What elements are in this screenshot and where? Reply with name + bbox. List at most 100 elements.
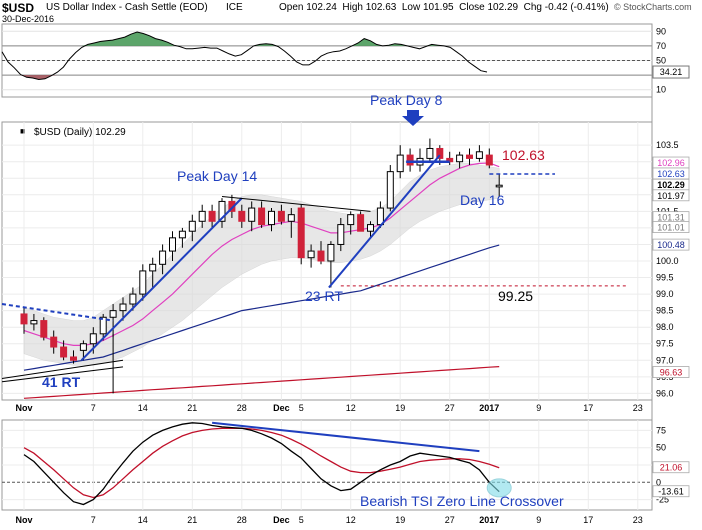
tsi-x-tick-label: 19 — [395, 515, 405, 525]
price-x-tick-label: 2017 — [479, 403, 499, 413]
candle-body — [347, 214, 355, 226]
price-value-box — [652, 238, 690, 251]
osc-tick-label: 70 — [656, 41, 666, 51]
price-tick-label: 99.0 — [656, 289, 674, 299]
candle-body — [20, 313, 28, 325]
candle-body — [119, 303, 127, 312]
candle-body — [139, 270, 147, 295]
candle-body — [307, 250, 315, 259]
price-value-label: 100.48 — [657, 240, 685, 250]
tsi-value-label: -13.61 — [658, 487, 684, 497]
tsi-x-tick-label: 5 — [299, 515, 304, 525]
tsi-x-tick-label: Nov — [15, 515, 32, 525]
price-x-tick-label: 17 — [583, 403, 593, 413]
tsi-x-tick-label: 28 — [237, 515, 247, 525]
candle-body — [60, 346, 68, 358]
candle-body — [466, 154, 473, 159]
candle-body — [287, 214, 295, 222]
ma-long-line — [23, 366, 500, 399]
tsi-x-tick-label: 21 — [187, 515, 197, 525]
candle-body — [218, 200, 226, 222]
instrument-name: US Dollar Index - Cash Settle (EOD) — [46, 2, 208, 13]
price-x-tick-label: 23 — [633, 403, 643, 413]
price-x-tick-label: 19 — [395, 403, 405, 413]
price-tick-label: 103.5 — [656, 140, 679, 150]
candle-body — [248, 207, 256, 222]
candle-body — [475, 151, 483, 159]
tsi-tick-label: 75 — [656, 425, 666, 435]
candle-body — [258, 207, 266, 226]
tsi-value-box — [652, 485, 690, 498]
tsi-tick-label: 0 — [656, 477, 661, 487]
lower-channel-line-a — [1, 359, 124, 379]
tsi-tick-label: 50 — [656, 443, 666, 453]
candle-body — [436, 147, 444, 159]
chart-header: $USD US Dollar Index - Cash Settle (EOD)… — [0, 0, 702, 24]
candle-body — [426, 147, 434, 159]
candle-body — [406, 154, 414, 166]
price-x-tick-label: 9 — [536, 403, 541, 413]
price-value-label: 101.31 — [657, 213, 685, 223]
price-tick-label: 98.0 — [656, 322, 674, 332]
ohlc-summary: Open 102.24 High 102.63 Low 101.95 Close… — [279, 2, 609, 13]
tsi-x-tick-label: 27 — [445, 515, 455, 525]
candle-body — [169, 237, 176, 252]
resistance-dashed-trendline — [1, 303, 114, 322]
day-16-label: Day 16 — [460, 192, 505, 208]
candle-body — [40, 320, 48, 338]
tsi-annotation-label: Bearish TSI Zero Line Crossover — [360, 493, 564, 509]
peak-day-8-label: Peak Day 8 — [370, 92, 443, 108]
candle-body — [79, 343, 87, 351]
tsi-x-tick-label: 2017 — [479, 515, 499, 525]
price-tick-label: 100.0 — [656, 256, 679, 266]
peak-day-14-label: Peak Day 14 — [177, 168, 257, 184]
candle-body — [238, 210, 246, 222]
candle-body — [99, 316, 107, 335]
price-value-label: 101.97 — [657, 191, 685, 201]
price-x-tick-label: Dec — [273, 403, 290, 413]
lower-channel-line-b — [1, 366, 124, 383]
level-102-63-label: 102.63 — [502, 147, 545, 163]
candle-body — [198, 210, 206, 222]
price-panel-title: $USD (Daily) 102.29 — [34, 127, 126, 138]
osc-value-box — [652, 65, 690, 79]
candle-body — [495, 184, 503, 188]
tsi-value-label: 21.06 — [660, 463, 683, 473]
watermark: © StockCharts.com — [614, 2, 692, 12]
tsi-x-tick-label: 12 — [346, 515, 356, 525]
candle-body — [337, 224, 345, 245]
price-tick-label: 99.5 — [656, 273, 674, 283]
candle-body — [208, 210, 216, 222]
candle-body — [456, 154, 464, 163]
price-x-tick-label: 14 — [138, 403, 148, 413]
candle-body — [129, 293, 137, 305]
price-tick-label: 96.0 — [656, 388, 674, 398]
date-label: 30-Dec-2016 — [2, 14, 55, 24]
candle-body — [178, 230, 186, 239]
candle-body — [277, 210, 285, 222]
level-99-25-label: 99.25 — [498, 288, 533, 304]
osc-line — [1, 31, 488, 81]
price-x-tick-label: 27 — [445, 403, 455, 413]
price-x-tick-label: 28 — [237, 403, 247, 413]
candle-body — [30, 320, 38, 325]
candle-body — [159, 250, 167, 265]
tsi-value-box — [652, 461, 690, 474]
tsi-x-tick-label: 7 — [91, 515, 96, 525]
candle-body — [297, 207, 305, 259]
rt-23-label: 23 RT — [305, 288, 343, 304]
osc-overbought-fill — [2, 32, 487, 46]
candle-body — [70, 356, 77, 361]
tsi-line — [23, 422, 500, 506]
price-x-tick-label: Nov — [15, 403, 32, 413]
price-value-box — [652, 189, 690, 202]
exchange-label: ICE — [226, 2, 243, 13]
candle-body — [485, 154, 493, 166]
tsi-signal-line — [23, 427, 500, 499]
price-value-label: 101.01 — [657, 223, 685, 233]
price-value-box — [652, 366, 690, 378]
price-tick-label: 97.0 — [656, 355, 674, 365]
tsi-x-tick-label: 23 — [633, 515, 643, 525]
price-tick-label: 97.5 — [656, 339, 674, 349]
tsi-divergence-line — [211, 421, 480, 453]
